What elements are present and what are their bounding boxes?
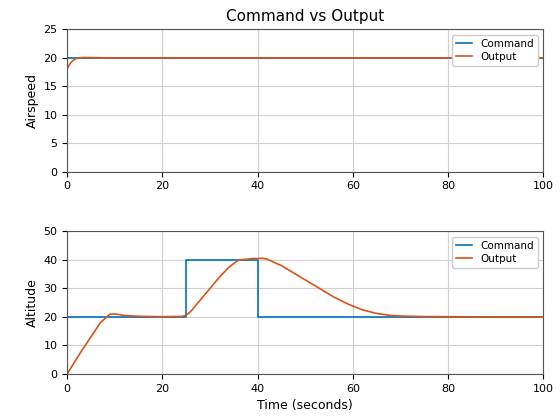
- Output: [344, 302, 352, 307]
- Output: [421, 314, 428, 319]
- Output: [81, 55, 88, 60]
- Output: [207, 286, 213, 291]
- Output: [97, 320, 104, 325]
- Output: [296, 55, 302, 60]
- Output: [64, 66, 71, 71]
- Output: [121, 313, 128, 318]
- Output: [216, 275, 223, 280]
- Legend: Command, Output: Command, Output: [452, 237, 538, 268]
- Output: [64, 371, 71, 376]
- Output: [135, 314, 142, 319]
- Output: [540, 55, 547, 60]
- X-axis label: Time (seconds): Time (seconds): [258, 399, 353, 412]
- Output: [292, 272, 299, 277]
- Output: [445, 314, 451, 319]
- Command: [540, 314, 547, 319]
- Line: Output: Output: [67, 258, 543, 374]
- Output: [359, 307, 366, 312]
- Output: [316, 286, 323, 291]
- Output: [88, 55, 95, 60]
- Title: Command vs Output: Command vs Output: [226, 9, 384, 24]
- Output: [188, 309, 194, 314]
- Output: [407, 314, 413, 319]
- Output: [159, 314, 166, 319]
- Output: [178, 314, 185, 319]
- Output: [245, 257, 251, 262]
- Output: [116, 312, 123, 317]
- Output: [197, 297, 204, 302]
- Output: [278, 263, 284, 268]
- Command: [254, 257, 261, 262]
- Output: [540, 314, 547, 319]
- Command: [254, 314, 261, 319]
- Output: [330, 294, 337, 299]
- Output: [254, 256, 261, 261]
- Line: Command: Command: [67, 260, 543, 317]
- Line: Output: Output: [67, 58, 543, 69]
- Output: [106, 312, 113, 317]
- Output: [226, 265, 232, 270]
- Output: [235, 257, 242, 262]
- Legend: Command, Output: Command, Output: [452, 34, 538, 66]
- Output: [150, 314, 156, 319]
- Command: [183, 314, 189, 319]
- Output: [439, 55, 446, 60]
- Y-axis label: Airspeed: Airspeed: [26, 73, 39, 128]
- Command: [183, 257, 189, 262]
- Output: [526, 55, 533, 60]
- Y-axis label: Altitude: Altitude: [26, 278, 39, 327]
- Output: [259, 256, 266, 261]
- Output: [264, 257, 270, 262]
- Output: [249, 256, 256, 261]
- Output: [397, 313, 404, 318]
- Command: [64, 314, 71, 319]
- Output: [388, 313, 394, 318]
- Output: [169, 314, 175, 319]
- Output: [283, 55, 290, 60]
- Output: [492, 314, 499, 319]
- Output: [373, 311, 380, 316]
- Output: [111, 312, 118, 317]
- Output: [302, 277, 309, 282]
- Output: [526, 55, 533, 60]
- Output: [183, 313, 189, 318]
- Output: [269, 259, 276, 264]
- Output: [78, 349, 85, 354]
